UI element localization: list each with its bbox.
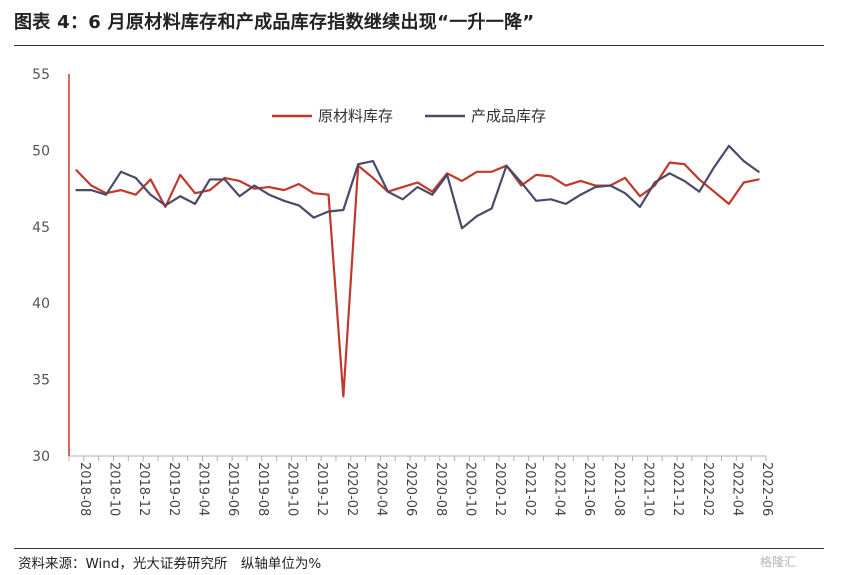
- x-tick-label: 2021-04: [551, 462, 566, 516]
- x-axis-ticks: [68, 456, 767, 461]
- watermark-text: 格隆汇: [760, 555, 797, 569]
- x-tick-label: 2021-06: [581, 462, 596, 516]
- y-axis-labels: 30 35 40 45 50 55: [32, 67, 50, 465]
- legend-label-2: 产成品库存: [471, 107, 546, 125]
- x-tick-label: 2022-02: [700, 462, 715, 516]
- x-tick-label: 2018-10: [107, 462, 122, 516]
- y-tick-label: 30: [32, 449, 50, 465]
- x-tick-label: 2018-12: [136, 462, 151, 516]
- x-tick-label: 2022-06: [759, 462, 774, 516]
- top-rule: [14, 45, 824, 46]
- y-tick-label: 50: [32, 143, 50, 159]
- x-tick-label: 2019-10: [285, 462, 300, 516]
- source-note: 资料来源：Wind，光大证券研究所 纵轴单位为%: [18, 556, 322, 572]
- x-tick-label: 2018-08: [77, 462, 92, 516]
- x-tick-label: 2021-02: [522, 462, 537, 516]
- x-axis-labels: 2018-08 2018-10 2018-12 2019-02 2019-04 2019-…: [77, 462, 774, 516]
- y-tick-label: 40: [32, 296, 50, 312]
- x-tick-label: 2019-06: [225, 462, 240, 516]
- x-tick-label: 2021-08: [611, 462, 626, 516]
- x-tick-label: 2020-12: [492, 462, 507, 516]
- x-tick-label: 2022-04: [729, 462, 744, 516]
- bottom-rule: [14, 548, 824, 549]
- chart-title: 图表 4：6 月原材料库存和产成品库存指数继续出现“一升一降”: [14, 12, 535, 33]
- legend-label-1: 原材料库存: [318, 107, 393, 125]
- x-tick-label: 2021-12: [670, 462, 685, 516]
- series-line-1: [75, 161, 760, 398]
- series-lines: [75, 144, 760, 398]
- y-tick-label: 35: [32, 373, 50, 389]
- x-tick-label: 2019-08: [255, 462, 270, 516]
- x-tick-label: 2020-08: [433, 462, 448, 516]
- x-tick-label: 2020-02: [344, 462, 359, 516]
- x-tick-label: 2020-10: [462, 462, 477, 516]
- x-tick-label: 2019-04: [196, 462, 211, 516]
- series-line-2: [75, 144, 760, 230]
- y-tick-label: 45: [32, 220, 50, 236]
- x-tick-label: 2019-02: [166, 462, 181, 516]
- chart-legend: 原材料库存 产成品库存: [272, 107, 546, 125]
- y-tick-label: 55: [32, 67, 50, 83]
- x-tick-label: 2020-04: [374, 462, 389, 516]
- x-tick-label: 2021-10: [640, 462, 655, 516]
- x-tick-label: 2020-06: [403, 462, 418, 516]
- x-tick-label: 2019-12: [314, 462, 329, 516]
